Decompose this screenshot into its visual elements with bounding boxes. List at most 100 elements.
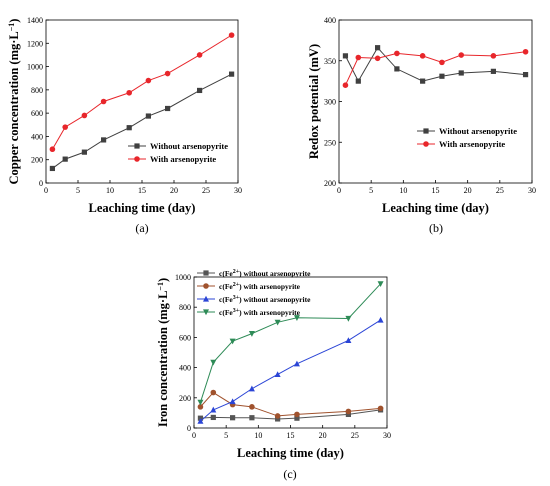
data-point: [165, 105, 171, 112]
data-point: [375, 45, 381, 51]
x-tick-label: 20: [170, 186, 178, 195]
legend-label: c(Fe2+) with arsenopyrite: [219, 282, 301, 291]
y-tick-label: 600: [179, 333, 191, 342]
y-tick-label: 400: [179, 364, 191, 373]
legend-marker: [423, 128, 429, 134]
data-point: [197, 399, 204, 406]
x-axis-label: Leaching time (day): [237, 446, 344, 460]
data-point: [249, 415, 255, 421]
data-point: [458, 70, 464, 76]
data-point: [355, 78, 361, 84]
data-point: [210, 406, 217, 413]
data-point: [197, 418, 204, 424]
legend-label-rest: ) without arsenopyrite: [239, 295, 311, 304]
chart-panel-0: 0 5 10 15 20 25 30 0 200 400 600 800 1000 1200 1400 Lea…: [7, 16, 242, 235]
x-tick-label: 10: [399, 186, 407, 195]
x-axis-label: Leaching time (day): [89, 201, 196, 215]
y-tick-label: 0: [39, 179, 43, 188]
data-point: [294, 411, 300, 418]
legend-label-sup: 2+: [233, 269, 240, 275]
data-point: [197, 404, 204, 410]
data-point: [274, 371, 281, 377]
legend-label-text: c(Fe: [219, 295, 233, 304]
data-point: [377, 405, 384, 412]
data-point: [394, 66, 400, 72]
y-tick-label: 1000: [175, 273, 191, 282]
data-point: [342, 53, 349, 59]
legend-marker: [423, 141, 429, 147]
data-point: [522, 48, 529, 55]
legend-label-rest: ) with arsenopyrite: [239, 282, 300, 291]
data-point: [490, 68, 496, 74]
x-tick-label: 30: [234, 186, 242, 195]
data-point: [62, 156, 68, 162]
series-line-0: [344, 46, 526, 83]
data-point: [229, 71, 235, 77]
x-tick-label: 20: [319, 431, 327, 440]
data-point: [81, 149, 87, 155]
y-tick-label: 800: [31, 86, 43, 95]
legend-label-sup: 3+: [233, 308, 240, 314]
series-line-1: [51, 34, 232, 150]
data-point: [229, 398, 236, 405]
y-axis-label-main: Redox potential (mV): [307, 44, 321, 159]
data-point: [345, 315, 352, 322]
x-tick-label: 0: [44, 186, 48, 195]
series-line-3: [199, 283, 381, 403]
legend-label-sup: 2+: [233, 282, 240, 288]
data-point: [274, 319, 281, 326]
legend-marker: [203, 283, 209, 289]
data-point: [293, 315, 300, 321]
data-point: [228, 32, 235, 38]
data-point: [229, 338, 236, 345]
data-point: [522, 72, 529, 78]
x-tick-label: 0: [337, 186, 341, 195]
legend-label-text: c(Fe: [219, 282, 233, 291]
x-tick-label: 30: [528, 186, 536, 195]
data-point: [210, 414, 216, 421]
data-point: [439, 73, 445, 79]
panel-caption: (b): [429, 221, 443, 235]
x-tick-label: 15: [138, 186, 146, 195]
data-point: [196, 52, 203, 58]
y-tick-label: 250: [324, 138, 336, 147]
data-point: [100, 98, 107, 105]
y-tick-label: 200: [31, 156, 43, 165]
data-point: [145, 113, 151, 119]
data-point: [345, 411, 351, 418]
x-tick-label: 20: [464, 186, 472, 195]
x-tick-label: 5: [369, 186, 373, 195]
data-point: [275, 416, 281, 422]
legend-label-text: c(Fe: [219, 308, 233, 317]
data-point: [345, 408, 352, 415]
legend-marker: [134, 156, 140, 162]
legend-label: c(Fe2+) without arsenopyrite: [219, 269, 311, 278]
data-point: [62, 124, 68, 130]
legend-label-text: c(Fe: [219, 269, 233, 278]
data-point: [419, 53, 426, 59]
legend-label-rest: ) without arsenopyrite: [239, 269, 311, 278]
legend-marker: [203, 309, 209, 316]
legend-label-sup: 3+: [233, 295, 240, 301]
y-axis-label: Copper concentration (mg·L−1): [7, 19, 21, 185]
y-tick-label: 800: [179, 303, 191, 312]
x-axis-label: Leaching time (day): [382, 201, 489, 215]
y-tick-label: 0: [187, 424, 191, 433]
series-line-1: [200, 391, 381, 417]
x-tick-label: 15: [432, 186, 440, 195]
y-axis-label-main: Iron concentration (mg·L: [156, 291, 170, 428]
data-point: [294, 415, 300, 421]
legend-label-text: With arsenopyrite: [150, 154, 216, 164]
data-point: [377, 281, 384, 287]
y-axis-label-sup: −1: [7, 23, 16, 32]
legend-label: With arsenopyrite: [439, 139, 505, 149]
y-axis-label: Redox potential (mV): [307, 44, 321, 159]
data-point: [81, 112, 88, 119]
data-point: [458, 52, 465, 58]
legend-label: Without arsenopyrite: [150, 141, 228, 151]
plot-frame: [338, 19, 533, 184]
y-tick-label: 200: [179, 394, 191, 403]
chart-panel-2: 0 5 10 15 20 25 30 0 200 400 600 800 1000 Leaching ti…: [156, 269, 391, 481]
x-tick-label: 5: [76, 186, 80, 195]
